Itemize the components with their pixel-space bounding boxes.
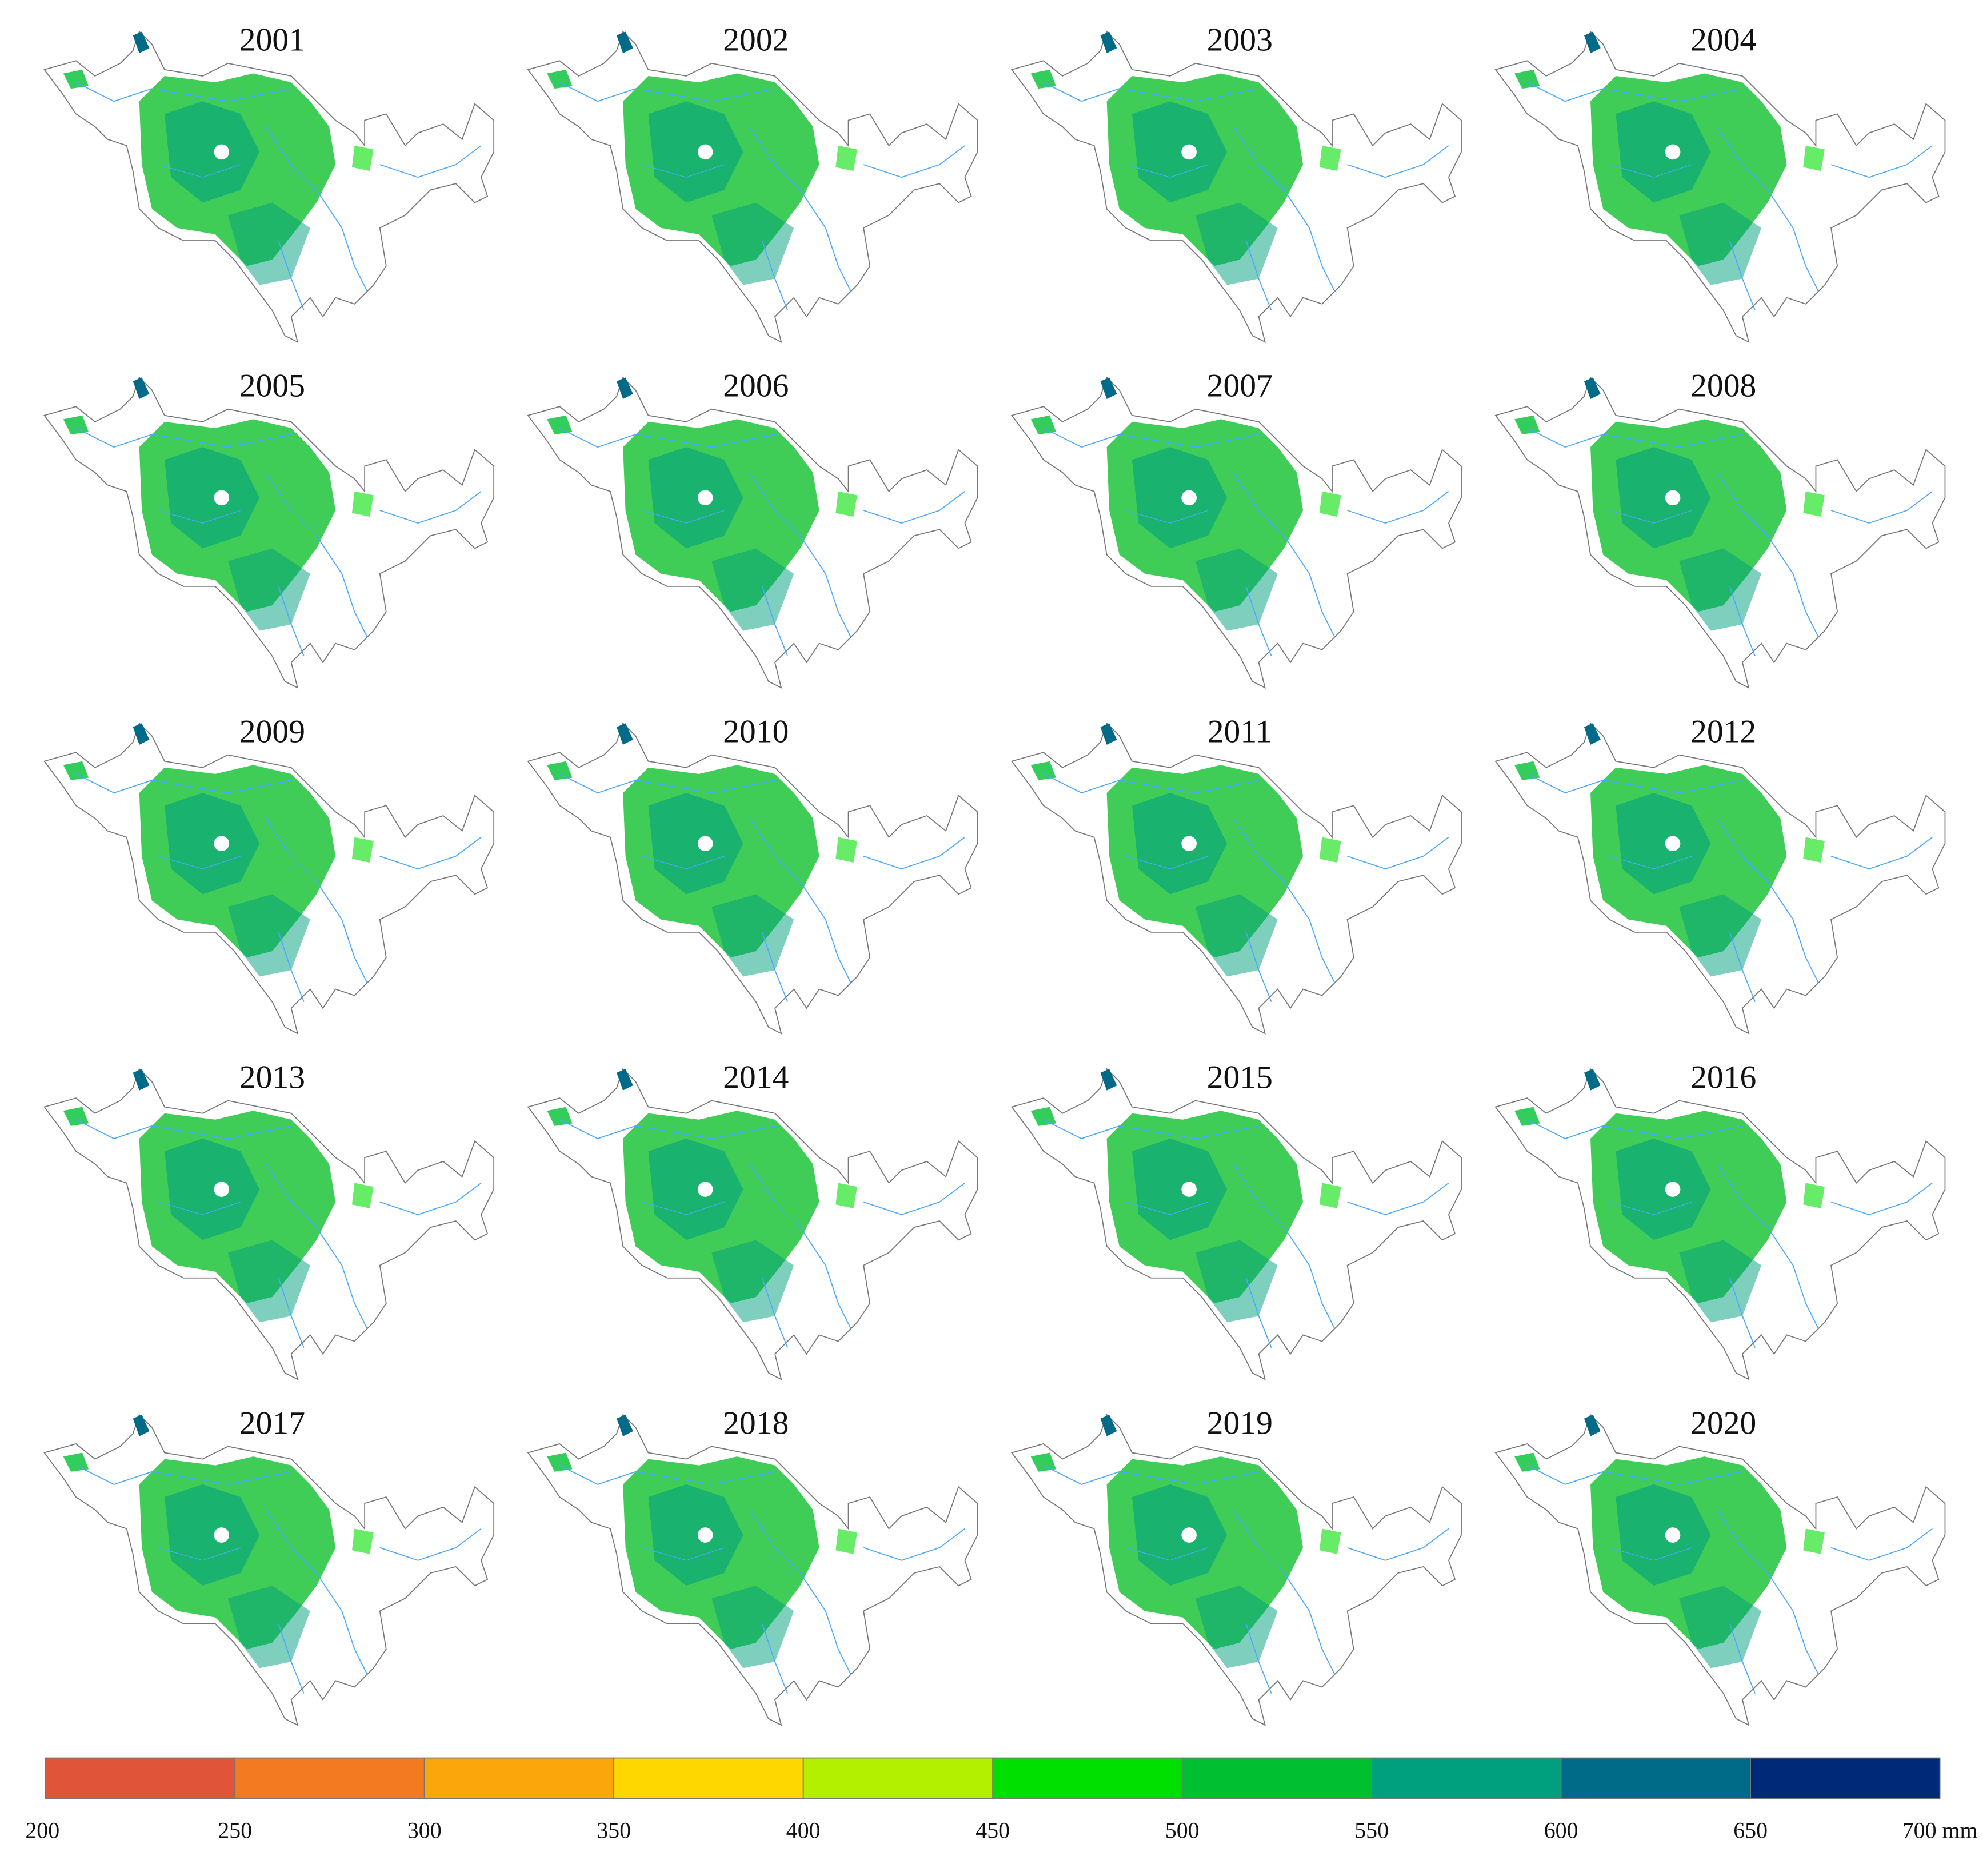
map (527, 31, 978, 343)
legend-swatch (1750, 1757, 1941, 1799)
legend-swatch (1560, 1757, 1752, 1799)
legend-tick-label: 550 (1354, 1817, 1389, 1843)
panel-title: 2018 (723, 1405, 789, 1441)
panel-title: 2008 (1690, 368, 1756, 404)
panel-title: 2015 (1207, 1059, 1273, 1095)
map (527, 723, 978, 1035)
map (1011, 31, 1462, 343)
legend-swatch (234, 1757, 425, 1799)
panel-title: 2013 (239, 1059, 305, 1095)
legend-tick-label: 250 (218, 1817, 252, 1843)
panel-title: 2001 (239, 22, 305, 58)
panel-title: 2012 (1690, 713, 1756, 749)
panel-title: 2004 (1690, 22, 1756, 58)
figure-content: 2001 2002 2003 2004 2005 2006 2007 2008 2009 2010… (25, 22, 1977, 1843)
panel-title: 2020 (1690, 1405, 1756, 1441)
map (43, 1068, 495, 1380)
panel-title: 2006 (723, 368, 789, 404)
legend-tick-label: 700 mm (1902, 1817, 1978, 1843)
panel-title: 2014 (723, 1059, 789, 1095)
legend-swatch (992, 1757, 1183, 1799)
map (1011, 1068, 1462, 1380)
panel-title: 2007 (1207, 368, 1273, 404)
map (1494, 377, 1946, 689)
panel-title: 2005 (239, 368, 305, 404)
map (1494, 31, 1946, 343)
map (1494, 1068, 1946, 1380)
legend-swatch (1181, 1757, 1373, 1799)
map (1494, 1414, 1946, 1726)
map (43, 31, 495, 343)
legend-swatch (423, 1757, 615, 1799)
panel-title: 2017 (239, 1405, 305, 1441)
legend-tick-label: 350 (597, 1817, 631, 1843)
legend-tick-label: 650 (1733, 1817, 1768, 1843)
map (1011, 723, 1462, 1035)
panel-title: 2009 (239, 713, 305, 749)
panel-title: 2019 (1207, 1405, 1273, 1441)
map (1011, 377, 1462, 689)
legend-tick-label: 400 (786, 1817, 821, 1843)
map (527, 377, 978, 689)
map (527, 1414, 978, 1726)
legend-tick-label: 200 (25, 1817, 59, 1843)
legend-swatch (1371, 1757, 1562, 1799)
map (43, 1414, 495, 1726)
legend-swatch (613, 1757, 804, 1799)
map (43, 377, 495, 689)
panel-title: 2003 (1207, 22, 1273, 58)
map (1494, 723, 1946, 1035)
panel-title: 2010 (723, 713, 789, 749)
map (527, 1068, 978, 1380)
legend-tick-label: 300 (407, 1817, 442, 1843)
panel-title: 2016 (1690, 1059, 1756, 1095)
legend-swatch (802, 1757, 994, 1799)
panel-title: 2011 (1208, 713, 1272, 749)
legend-tick-label: 600 (1544, 1817, 1578, 1843)
legend-tick-label: 500 (1165, 1817, 1200, 1843)
map (1011, 1414, 1462, 1726)
panel-title: 2002 (723, 22, 789, 58)
legend-tick-label: 450 (975, 1817, 1010, 1843)
map (43, 723, 495, 1035)
legend-swatch (45, 1757, 236, 1799)
